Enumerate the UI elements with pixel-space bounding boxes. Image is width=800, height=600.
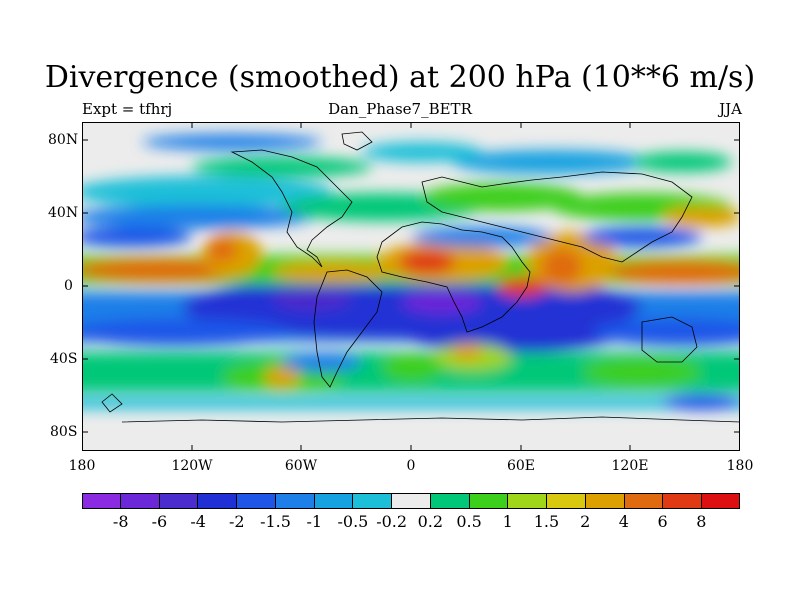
case-name: Dan_Phase7_BETR (328, 100, 472, 118)
axis-ticks (82, 122, 740, 451)
lon-label-0: 0 (406, 458, 416, 474)
colorbar-tick-label: 1 (502, 512, 513, 531)
colorbar-segment (508, 493, 548, 509)
colorbar-segment (198, 493, 238, 509)
colorbar-segment (585, 493, 625, 509)
lon-label-60e: 60E (506, 458, 536, 474)
lon-label-120w: 120W (171, 458, 213, 474)
colorbar-segment (547, 493, 586, 509)
colorbar-tick-label: 6 (657, 512, 668, 531)
colorbar-segment (120, 493, 160, 509)
colorbar-tick-label: 2 (580, 512, 591, 531)
colorbar-segment (392, 493, 431, 509)
colorbar-segment (237, 493, 276, 509)
colorbar-segment (624, 493, 664, 509)
colorbar-segment (314, 493, 354, 509)
divergence-map (82, 122, 740, 451)
lat-label-80s: 80S (50, 424, 78, 440)
colorbar-segment (82, 493, 121, 509)
colorbar-segment (159, 493, 199, 509)
colorbar-tick-label: -1.5 (260, 512, 291, 531)
divergence-field (82, 134, 740, 410)
lon-label-60w: 60W (284, 458, 318, 474)
colorbar-segment (469, 493, 509, 509)
colorbar-tick-label: 0.5 (456, 512, 482, 531)
lon-label-180e: 180 (726, 458, 754, 474)
colorbar-segment (663, 493, 703, 509)
lat-label-80n: 80N (48, 132, 79, 148)
colorbar-tick-label: -6 (151, 512, 168, 531)
lon-label-180w: 180 (68, 458, 96, 474)
lat-label-0: 0 (64, 278, 73, 294)
colorbar-segment (275, 493, 315, 509)
coastlines (101, 131, 740, 423)
colorbar-tick-label: 0.2 (417, 512, 444, 531)
colorbar-tick-label: -0.2 (376, 512, 408, 531)
colorbar-tick-label: -4 (190, 512, 206, 531)
colorbar-frame (82, 493, 740, 509)
colorbar-segment (353, 493, 393, 509)
colorbar-segment (702, 493, 741, 509)
experiment-label: Expt = tfhrj (82, 100, 173, 118)
colorbar-tick-label: 1.5 (533, 512, 560, 531)
lat-label-40n: 40N (48, 205, 79, 221)
colorbar-tick-label: 4 (618, 512, 629, 531)
season-label: JJA (719, 100, 742, 118)
lat-label-40s: 40S (50, 351, 78, 367)
colorbar-tick-label: -1 (306, 512, 323, 531)
lon-label-120e: 120E (611, 458, 649, 474)
colorbar-segment (430, 493, 470, 509)
colorbar-tick-label: -8 (112, 512, 129, 531)
colorbar (82, 493, 741, 509)
colorbar-tick-label: -2 (229, 512, 245, 531)
colorbar-tick-label: -0.5 (337, 512, 369, 531)
colorbar-tick-label: 8 (696, 512, 707, 531)
plot-title: Divergence (smoothed) at 200 hPa (10**6 … (44, 60, 756, 95)
